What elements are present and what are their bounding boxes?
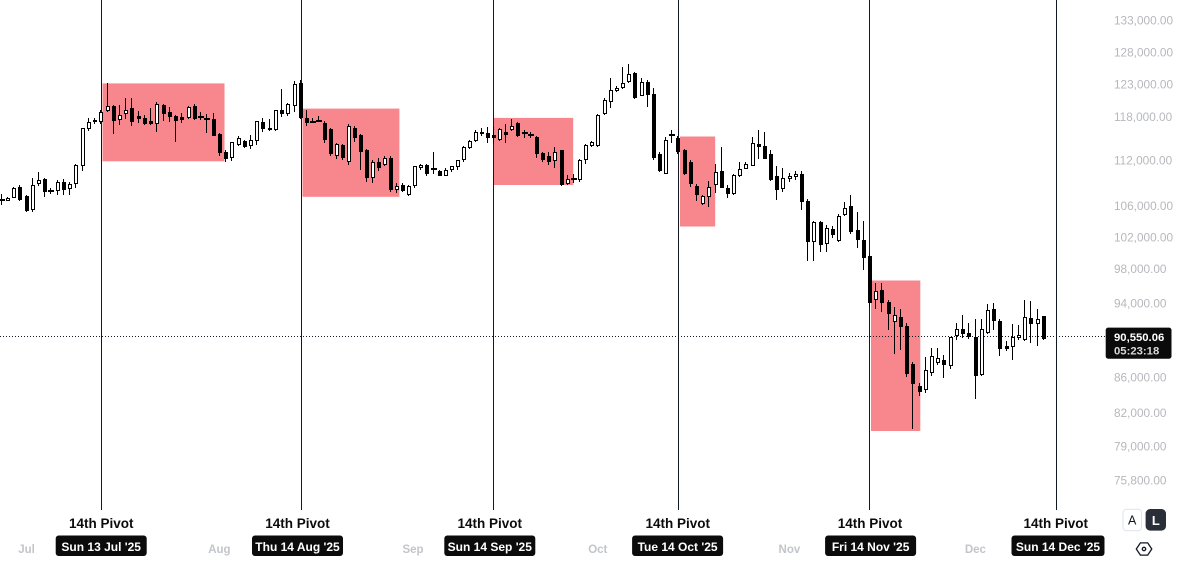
- svg-text:112,000.00: 112,000.00: [1114, 154, 1173, 168]
- svg-text:Sun 14 Dec '25: Sun 14 Dec '25: [1016, 540, 1101, 554]
- svg-text:82,000.00: 82,000.00: [1114, 406, 1167, 420]
- svg-text:Nov: Nov: [779, 544, 801, 556]
- svg-text:106,000.00: 106,000.00: [1114, 199, 1173, 213]
- svg-text:Sun 14 Sep '25: Sun 14 Sep '25: [448, 540, 533, 554]
- svg-text:L: L: [1152, 513, 1160, 528]
- svg-text:14th Pivot: 14th Pivot: [646, 516, 711, 531]
- svg-text:Sep: Sep: [402, 544, 423, 556]
- svg-text:Aug: Aug: [208, 544, 230, 556]
- svg-text:Tue 14 Oct '25: Tue 14 Oct '25: [638, 540, 718, 554]
- svg-text:05:23:18: 05:23:18: [1114, 346, 1159, 358]
- svg-text:Oct: Oct: [588, 544, 607, 556]
- svg-text:133,000.00: 133,000.00: [1114, 14, 1173, 28]
- svg-text:90,550.06: 90,550.06: [1114, 332, 1164, 344]
- svg-text:Thu 14 Aug '25: Thu 14 Aug '25: [255, 540, 340, 554]
- svg-text:123,000.00: 123,000.00: [1114, 78, 1173, 92]
- svg-text:102,000.00: 102,000.00: [1114, 231, 1173, 245]
- svg-text:Dec: Dec: [965, 544, 987, 556]
- svg-text:Fri 14 Nov '25: Fri 14 Nov '25: [832, 540, 910, 554]
- svg-text:14th Pivot: 14th Pivot: [458, 516, 523, 531]
- svg-text:79,000.00: 79,000.00: [1114, 439, 1167, 453]
- svg-text:Jul: Jul: [18, 544, 35, 556]
- svg-text:86,000.00: 86,000.00: [1114, 371, 1167, 385]
- svg-text:128,000.00: 128,000.00: [1114, 46, 1173, 60]
- svg-text:A: A: [1128, 514, 1137, 528]
- svg-text:Sun 13 Jul '25: Sun 13 Jul '25: [61, 540, 141, 554]
- svg-text:14th Pivot: 14th Pivot: [69, 516, 134, 531]
- svg-text:118,000.00: 118,000.00: [1114, 110, 1173, 124]
- svg-text:75,800.00: 75,800.00: [1114, 473, 1167, 487]
- svg-text:14th Pivot: 14th Pivot: [265, 516, 330, 531]
- svg-text:14th Pivot: 14th Pivot: [838, 516, 903, 531]
- svg-text:94,000.00: 94,000.00: [1114, 297, 1167, 311]
- svg-text:14th Pivot: 14th Pivot: [1024, 516, 1089, 531]
- svg-text:98,000.00: 98,000.00: [1114, 262, 1167, 276]
